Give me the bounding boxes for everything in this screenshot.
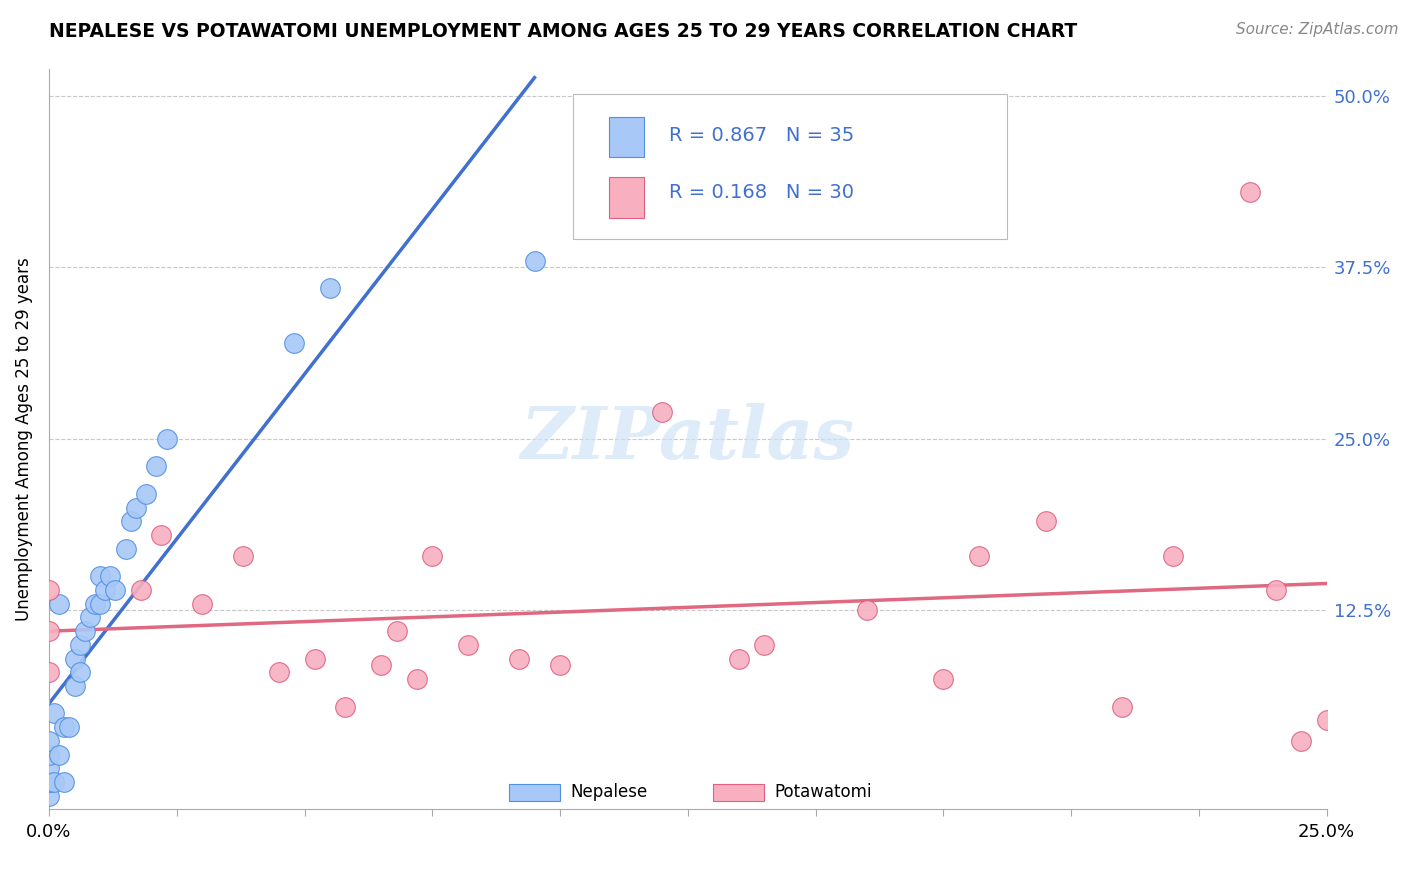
- Point: [38, 775, 60, 789]
- Point: [38, 747, 60, 762]
- Text: R = 0.168   N = 30: R = 0.168 N = 30: [669, 184, 853, 202]
- Point: [84, 597, 107, 611]
- Point: [135, 487, 157, 501]
- Point: [38, 775, 60, 789]
- Point: [98, 569, 121, 583]
- Point: [319, 281, 342, 295]
- Point: [104, 582, 127, 597]
- Point: [385, 624, 408, 638]
- Point: [457, 638, 479, 652]
- Point: [932, 672, 955, 686]
- Point: [1035, 514, 1057, 528]
- Point: [1239, 185, 1261, 199]
- Text: ZIPatlas: ZIPatlas: [520, 403, 855, 475]
- Point: [420, 549, 443, 563]
- Point: [508, 651, 530, 665]
- Text: Nepalese: Nepalese: [571, 783, 648, 801]
- Point: [855, 603, 877, 617]
- Point: [42, 706, 65, 721]
- Point: [69, 665, 91, 680]
- Point: [1111, 699, 1133, 714]
- Point: [38, 582, 60, 597]
- Point: [1289, 734, 1312, 748]
- Point: [114, 541, 136, 556]
- Point: [63, 679, 86, 693]
- Point: [48, 597, 70, 611]
- Point: [548, 658, 571, 673]
- Point: [967, 549, 990, 563]
- Point: [1163, 549, 1185, 563]
- Text: R = 0.867   N = 35: R = 0.867 N = 35: [669, 126, 853, 145]
- Point: [232, 549, 254, 563]
- Point: [79, 610, 101, 624]
- Text: NEPALESE VS POTAWATOMI UNEMPLOYMENT AMONG AGES 25 TO 29 YEARS CORRELATION CHART: NEPALESE VS POTAWATOMI UNEMPLOYMENT AMON…: [49, 22, 1077, 41]
- Point: [335, 699, 357, 714]
- Y-axis label: Unemployment Among Ages 25 to 29 years: Unemployment Among Ages 25 to 29 years: [15, 257, 32, 621]
- Point: [53, 720, 76, 734]
- Point: [155, 432, 177, 446]
- Text: Potawatomi: Potawatomi: [775, 783, 872, 801]
- Point: [73, 624, 96, 638]
- Point: [150, 528, 173, 542]
- Text: Source: ZipAtlas.com: Source: ZipAtlas.com: [1236, 22, 1399, 37]
- FancyBboxPatch shape: [713, 784, 765, 800]
- Point: [38, 761, 60, 775]
- Point: [283, 335, 305, 350]
- Point: [89, 597, 111, 611]
- Point: [38, 624, 60, 638]
- FancyBboxPatch shape: [609, 117, 644, 157]
- Point: [89, 569, 111, 583]
- Point: [58, 720, 80, 734]
- Point: [406, 672, 429, 686]
- Point: [38, 775, 60, 789]
- FancyBboxPatch shape: [509, 784, 560, 800]
- Point: [728, 651, 751, 665]
- Point: [48, 747, 70, 762]
- Point: [523, 253, 546, 268]
- Point: [38, 734, 60, 748]
- Point: [129, 582, 152, 597]
- Point: [53, 775, 76, 789]
- Point: [38, 665, 60, 680]
- Point: [304, 651, 326, 665]
- Point: [38, 789, 60, 803]
- Point: [69, 638, 91, 652]
- Point: [1264, 582, 1286, 597]
- Point: [370, 658, 392, 673]
- Point: [145, 459, 167, 474]
- Point: [94, 582, 117, 597]
- Point: [754, 638, 776, 652]
- Point: [267, 665, 290, 680]
- FancyBboxPatch shape: [609, 178, 644, 219]
- Point: [125, 500, 148, 515]
- Point: [42, 775, 65, 789]
- Point: [120, 514, 142, 528]
- Point: [63, 651, 86, 665]
- FancyBboxPatch shape: [572, 95, 1007, 239]
- Point: [1316, 713, 1339, 727]
- Point: [651, 404, 673, 418]
- Point: [191, 597, 214, 611]
